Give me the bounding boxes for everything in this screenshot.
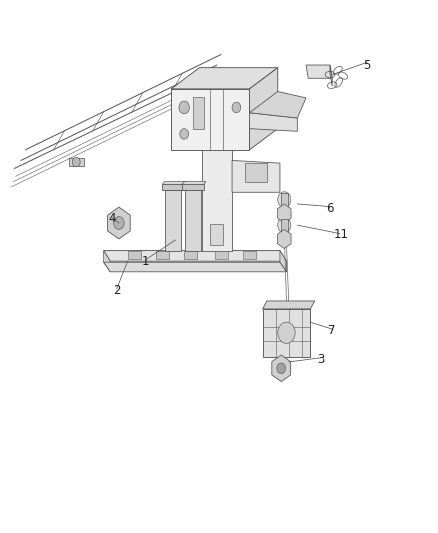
Polygon shape <box>104 251 110 272</box>
Polygon shape <box>280 251 286 272</box>
Polygon shape <box>184 251 197 259</box>
Polygon shape <box>166 190 181 251</box>
Polygon shape <box>162 184 184 190</box>
Text: 11: 11 <box>333 228 348 241</box>
Polygon shape <box>262 309 311 357</box>
Text: 6: 6 <box>326 201 334 215</box>
Circle shape <box>114 216 124 229</box>
Polygon shape <box>182 184 204 190</box>
Polygon shape <box>156 251 169 259</box>
Polygon shape <box>250 68 278 150</box>
Polygon shape <box>243 251 256 259</box>
Polygon shape <box>104 251 286 261</box>
Polygon shape <box>262 301 315 309</box>
Polygon shape <box>162 182 186 184</box>
Polygon shape <box>182 182 206 184</box>
Text: 5: 5 <box>363 59 371 71</box>
Polygon shape <box>171 89 250 150</box>
Polygon shape <box>250 92 306 118</box>
Polygon shape <box>282 207 287 219</box>
Polygon shape <box>278 204 291 223</box>
Circle shape <box>277 363 286 374</box>
Polygon shape <box>185 190 201 251</box>
Polygon shape <box>232 160 280 192</box>
Text: 7: 7 <box>328 324 336 337</box>
Polygon shape <box>215 251 228 259</box>
Text: 3: 3 <box>318 353 325 366</box>
Polygon shape <box>108 207 130 239</box>
Circle shape <box>72 157 80 167</box>
Circle shape <box>180 128 188 139</box>
Polygon shape <box>210 224 223 245</box>
Polygon shape <box>193 97 204 128</box>
Polygon shape <box>127 251 141 259</box>
Circle shape <box>278 217 291 233</box>
Text: 4: 4 <box>109 212 116 225</box>
Polygon shape <box>306 65 332 78</box>
Circle shape <box>232 102 241 113</box>
Polygon shape <box>281 219 288 232</box>
Polygon shape <box>245 163 267 182</box>
Polygon shape <box>201 150 232 251</box>
Circle shape <box>278 322 295 343</box>
Circle shape <box>179 101 189 114</box>
Polygon shape <box>278 229 291 248</box>
Polygon shape <box>104 262 286 272</box>
Polygon shape <box>281 193 288 207</box>
Circle shape <box>278 192 291 208</box>
Text: 2: 2 <box>113 284 120 297</box>
Text: 1: 1 <box>141 255 149 268</box>
Polygon shape <box>69 158 84 166</box>
Polygon shape <box>171 68 278 89</box>
Polygon shape <box>330 65 332 86</box>
Polygon shape <box>272 355 291 382</box>
Polygon shape <box>250 113 297 131</box>
